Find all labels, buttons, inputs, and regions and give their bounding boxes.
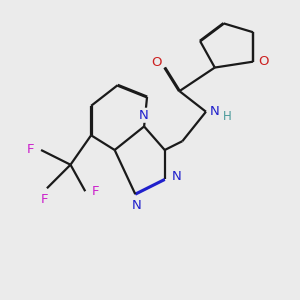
Text: N: N [132, 199, 142, 212]
Text: N: N [139, 109, 149, 122]
Text: H: H [223, 110, 232, 123]
Text: F: F [27, 143, 34, 157]
Text: N: N [172, 170, 182, 183]
Text: N: N [209, 105, 219, 118]
Text: O: O [258, 55, 268, 68]
Text: F: F [40, 193, 48, 206]
Text: F: F [92, 185, 99, 198]
Text: O: O [151, 56, 162, 69]
